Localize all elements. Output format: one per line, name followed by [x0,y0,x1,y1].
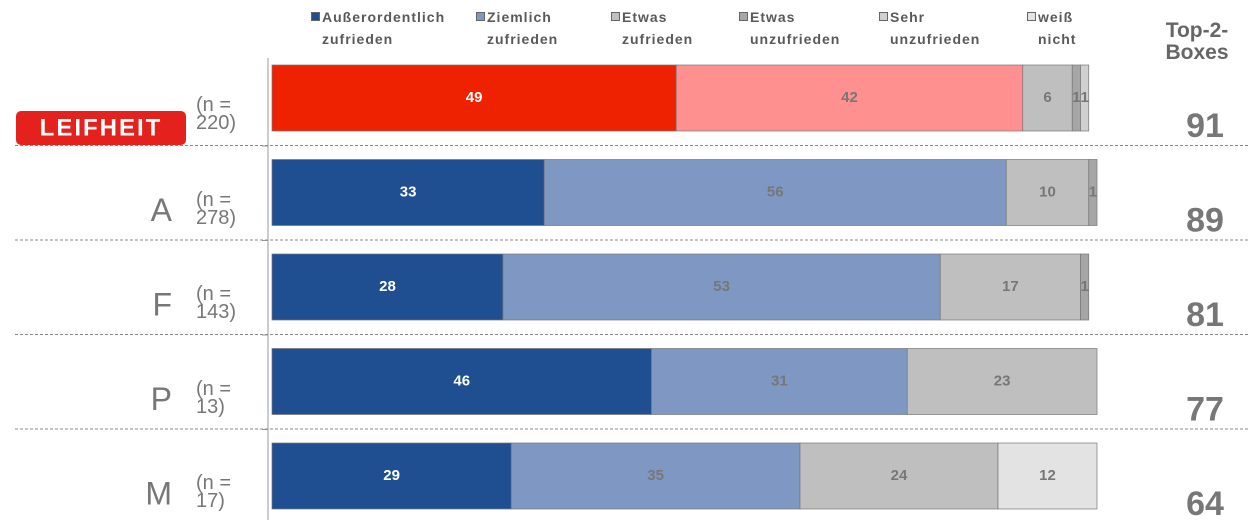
category-label: A [151,192,173,228]
top2-value: 77 [1186,390,1224,428]
bar-segment [1080,64,1090,132]
legend-marker [1027,12,1036,21]
value-label: 1 [1072,89,1080,106]
logo-box [16,111,186,145]
value-label: 1 [1089,183,1097,200]
bar-segment [271,253,504,321]
value-label: 49 [466,89,483,106]
bar-segment [1022,64,1073,132]
legend-label: Sehr unzufrieden [879,6,980,50]
bar-segment [1005,159,1090,226]
bar-segment [271,442,512,510]
top2-value: 89 [1186,201,1224,239]
value-label: 53 [713,278,730,295]
value-label: 1 [1080,278,1088,295]
top2-value: 91 [1186,107,1224,145]
value-label: 33 [400,183,417,200]
value-label: 31 [771,372,788,389]
value-label: 56 [767,183,784,200]
bar-segment [271,159,545,226]
legend-marker [476,12,485,21]
bar-segment [510,442,801,510]
sample-size: (n = 278) [196,188,237,229]
category-label: M [145,475,172,511]
legend-label: Etwas unzufrieden [739,6,840,50]
category-label: LEIFHEIT [40,114,163,141]
bar-segment [1080,253,1090,321]
value-label: 6 [1043,89,1051,106]
top2-title: Top-2-Boxes [1165,19,1229,64]
bar-segment [997,442,1098,510]
legend-label: Etwas zufrieden [611,6,693,50]
bar-segment [799,442,999,510]
bar-segment [271,64,677,132]
value-label: 10 [1039,183,1056,200]
bar-segment [906,348,1098,415]
top2-value: 81 [1186,296,1224,334]
legend-marker [739,12,748,21]
value-label: 17 [1002,278,1019,295]
legend-marker [611,12,620,21]
sample-size: (n = 13) [196,377,232,418]
value-label: 23 [994,372,1011,389]
value-label: 42 [841,89,858,106]
category-label: P [151,381,172,417]
value-label: 29 [383,467,400,484]
legend-marker [879,12,888,21]
legend-marker [311,12,320,21]
sample-size: (n = 17) [196,472,232,512]
value-label: 12 [1039,467,1056,484]
bar-segment [502,253,941,321]
value-label: 24 [891,467,908,484]
value-label: 46 [453,372,470,389]
bar-segment [543,159,1007,226]
value-label: 1 [1080,89,1088,106]
category-label: F [152,286,172,322]
value-label: 35 [647,467,664,484]
legend-label: Außerordentlich zufrieden [311,6,445,50]
value-label: 28 [379,278,396,295]
legend-label: Ziemlich zufrieden [476,6,558,50]
sample-size: (n = 220) [196,94,237,134]
top2-value: 64 [1186,485,1224,522]
bar-segment [651,348,908,415]
bar-segment [271,348,652,415]
bar-segment [1088,159,1098,226]
bar-segment [675,64,1024,132]
sample-size: (n = 143) [196,283,237,323]
legend-label: weiß nicht [1027,6,1076,50]
bar-segment [939,253,1081,321]
